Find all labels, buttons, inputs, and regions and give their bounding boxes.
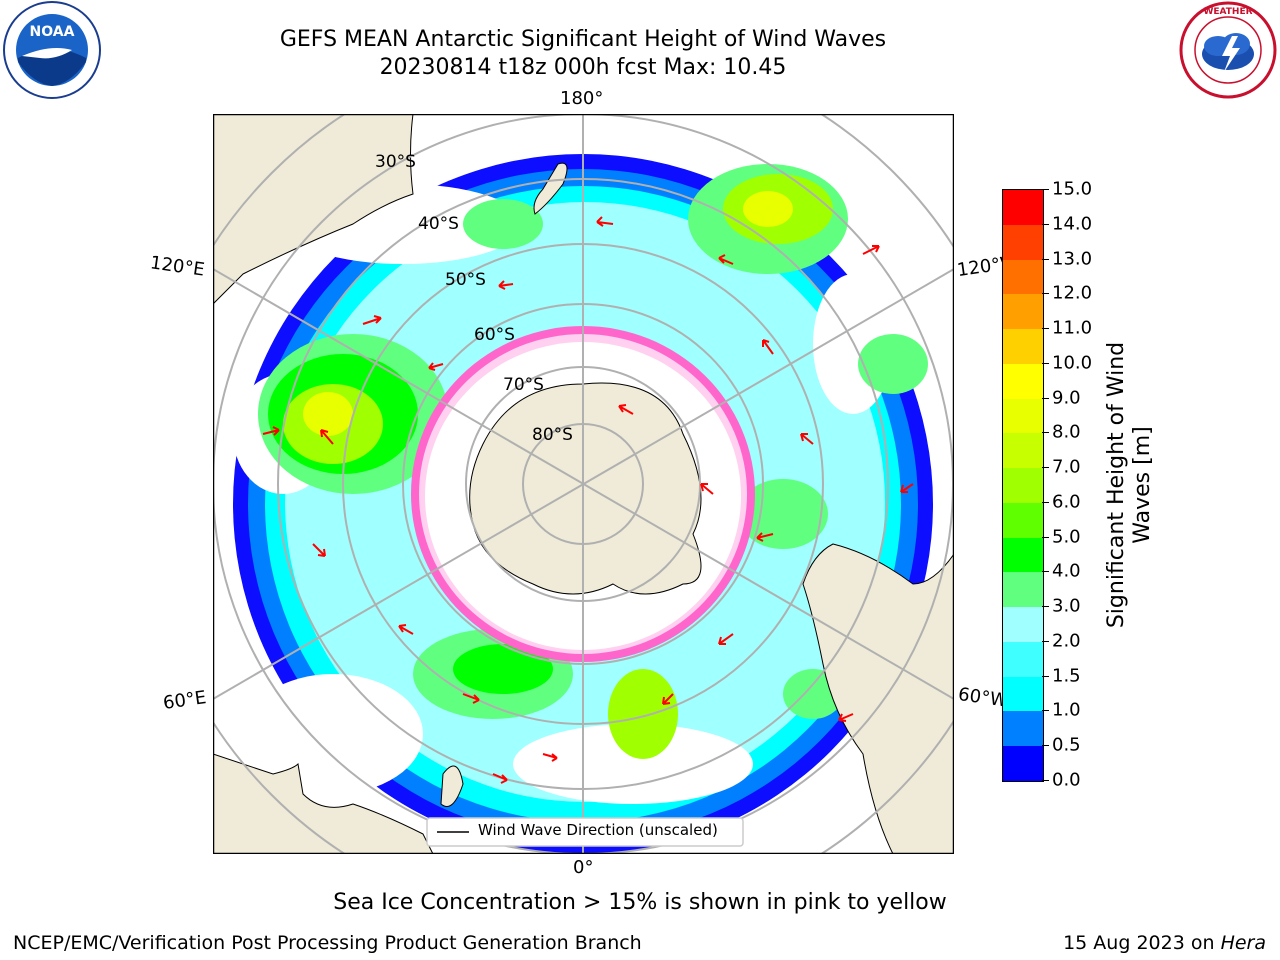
land-masses: [213, 114, 954, 854]
lon-label-top: 180°: [560, 88, 604, 109]
colorbar-title-line2: Waves [m]: [1130, 426, 1155, 544]
lat-label-80s: 80°S: [532, 425, 573, 445]
colorbar-tick-label: 13.0: [1052, 248, 1093, 270]
colorbar-tick-label: 7.0: [1052, 456, 1081, 478]
colorbar-tick-label: 2.0: [1052, 630, 1081, 652]
colorbar-tick-label: 11.0: [1052, 317, 1093, 339]
lat-label-50s: 50°S: [445, 270, 486, 290]
colorbar-title-line1: Significant Height of Wind: [1104, 341, 1129, 629]
colorbar-tick-mark: [1042, 640, 1049, 642]
colorbar-tick-label: 6.0: [1052, 491, 1081, 513]
colorbar-segment: [1003, 468, 1043, 503]
lon-label-lower-left: 60°E: [161, 687, 208, 714]
colorbar-segment: [1003, 363, 1043, 399]
colorbar-segment: [1003, 711, 1043, 747]
lat-label-70s: 70°S: [503, 375, 544, 395]
footer-left: NCEP/EMC/Verification Post Processing Pr…: [13, 932, 642, 954]
colorbar-tick-mark: [1042, 293, 1049, 295]
colorbar-tick-label: 0.5: [1052, 734, 1081, 756]
colorbar-segment: [1003, 398, 1043, 434]
map-border: [213, 114, 954, 854]
lon-label-upper-left: 120°E: [148, 252, 206, 281]
colorbar-tick-label: 14.0: [1052, 213, 1093, 235]
colorbar-tick-label: 8.0: [1052, 421, 1081, 443]
colorbar-tick-mark: [1042, 745, 1049, 747]
lat-label-60s: 60°S: [474, 325, 515, 345]
map-legend: [426, 817, 744, 847]
colorbar-tick-mark: [1042, 571, 1049, 573]
colorbar-tick-label: 1.5: [1052, 665, 1081, 687]
wave-field-high: [258, 164, 928, 759]
colorbar-tick-label: 12.0: [1052, 282, 1093, 304]
colorbar-segment: [1003, 502, 1043, 538]
colorbar-segment: [1003, 537, 1043, 573]
colorbar-tick-mark: [1042, 780, 1049, 781]
colorbar-tick-mark: [1042, 467, 1049, 469]
footer-host: Hera: [1220, 932, 1266, 954]
colorbar-tick-label: 1.0: [1052, 699, 1081, 721]
colorbar-segment: [1003, 294, 1043, 330]
wind-wave-arrows: [262, 216, 914, 784]
colorbar-tick-mark: [1042, 710, 1049, 712]
colorbar-segment: [1003, 676, 1043, 712]
colorbar-segment: [1003, 259, 1043, 295]
colorbar-tick-mark: [1042, 501, 1049, 503]
colorbar-tick-label: 5.0: [1052, 526, 1081, 548]
lon-label-bottom: 0°: [573, 857, 594, 878]
colorbar-segment: [1003, 189, 1043, 225]
colorbar-tick-mark: [1042, 675, 1049, 677]
footer-date: 15 Aug 2023 on: [1063, 932, 1221, 954]
lat-label-40s: 40°S: [418, 214, 459, 234]
colorbar-tick-mark: [1042, 223, 1049, 225]
svg-text:WEATHER: WEATHER: [1203, 7, 1252, 17]
colorbar-tick-mark: [1042, 432, 1049, 434]
colorbar: [1002, 189, 1044, 782]
colorbar-segment: [1003, 329, 1043, 364]
colorbar-tick-mark: [1042, 606, 1049, 608]
colorbar-tick-mark: [1042, 328, 1049, 330]
footer-right: 15 Aug 2023 on Hera: [1063, 932, 1266, 954]
chart-title-line1: GEFS MEAN Antarctic Significant Height o…: [279, 27, 887, 52]
colorbar-title: Significant Height of Wind Waves [m]: [1104, 342, 1156, 628]
colorbar-tick-label: 10.0: [1052, 352, 1093, 374]
noaa-logo: NOAA: [3, 1, 101, 99]
colorbar-segment: [1003, 641, 1043, 677]
colorbar-tick-label: 4.0: [1052, 560, 1081, 582]
colorbar-tick-label: 0.0: [1052, 769, 1081, 791]
colorbar-tick-mark: [1042, 258, 1049, 260]
colorbar-tick-mark: [1042, 536, 1049, 538]
noaa-logo-text: NOAA: [30, 24, 75, 40]
colorbar-segment: [1003, 607, 1043, 642]
lat-label-30s: 30°S: [375, 152, 416, 172]
colorbar-tick-label: 15.0: [1052, 178, 1093, 200]
colorbar-tick-label: 9.0: [1052, 387, 1081, 409]
nws-logo: WEATHER: [1179, 1, 1277, 99]
colorbar-segment: [1003, 224, 1043, 260]
colorbar-segment: [1003, 746, 1043, 781]
colorbar-tick-mark: [1042, 362, 1049, 364]
map-legend-label: Wind Wave Direction (unscaled): [478, 821, 718, 839]
colorbar-tick-mark: [1042, 397, 1049, 399]
colorbar-segment: [1003, 572, 1043, 608]
chart-title-line2: 20230814 t18z 000h fcst Max: 10.45: [379, 55, 787, 80]
colorbar-segment: [1003, 433, 1043, 469]
colorbar-tick-mark: [1042, 189, 1049, 190]
colorbar-tick-label: 3.0: [1052, 595, 1081, 617]
polar-stereographic-map: [213, 114, 954, 854]
sea-ice-note: Sea Ice Concentration > 15% is shown in …: [333, 890, 947, 915]
